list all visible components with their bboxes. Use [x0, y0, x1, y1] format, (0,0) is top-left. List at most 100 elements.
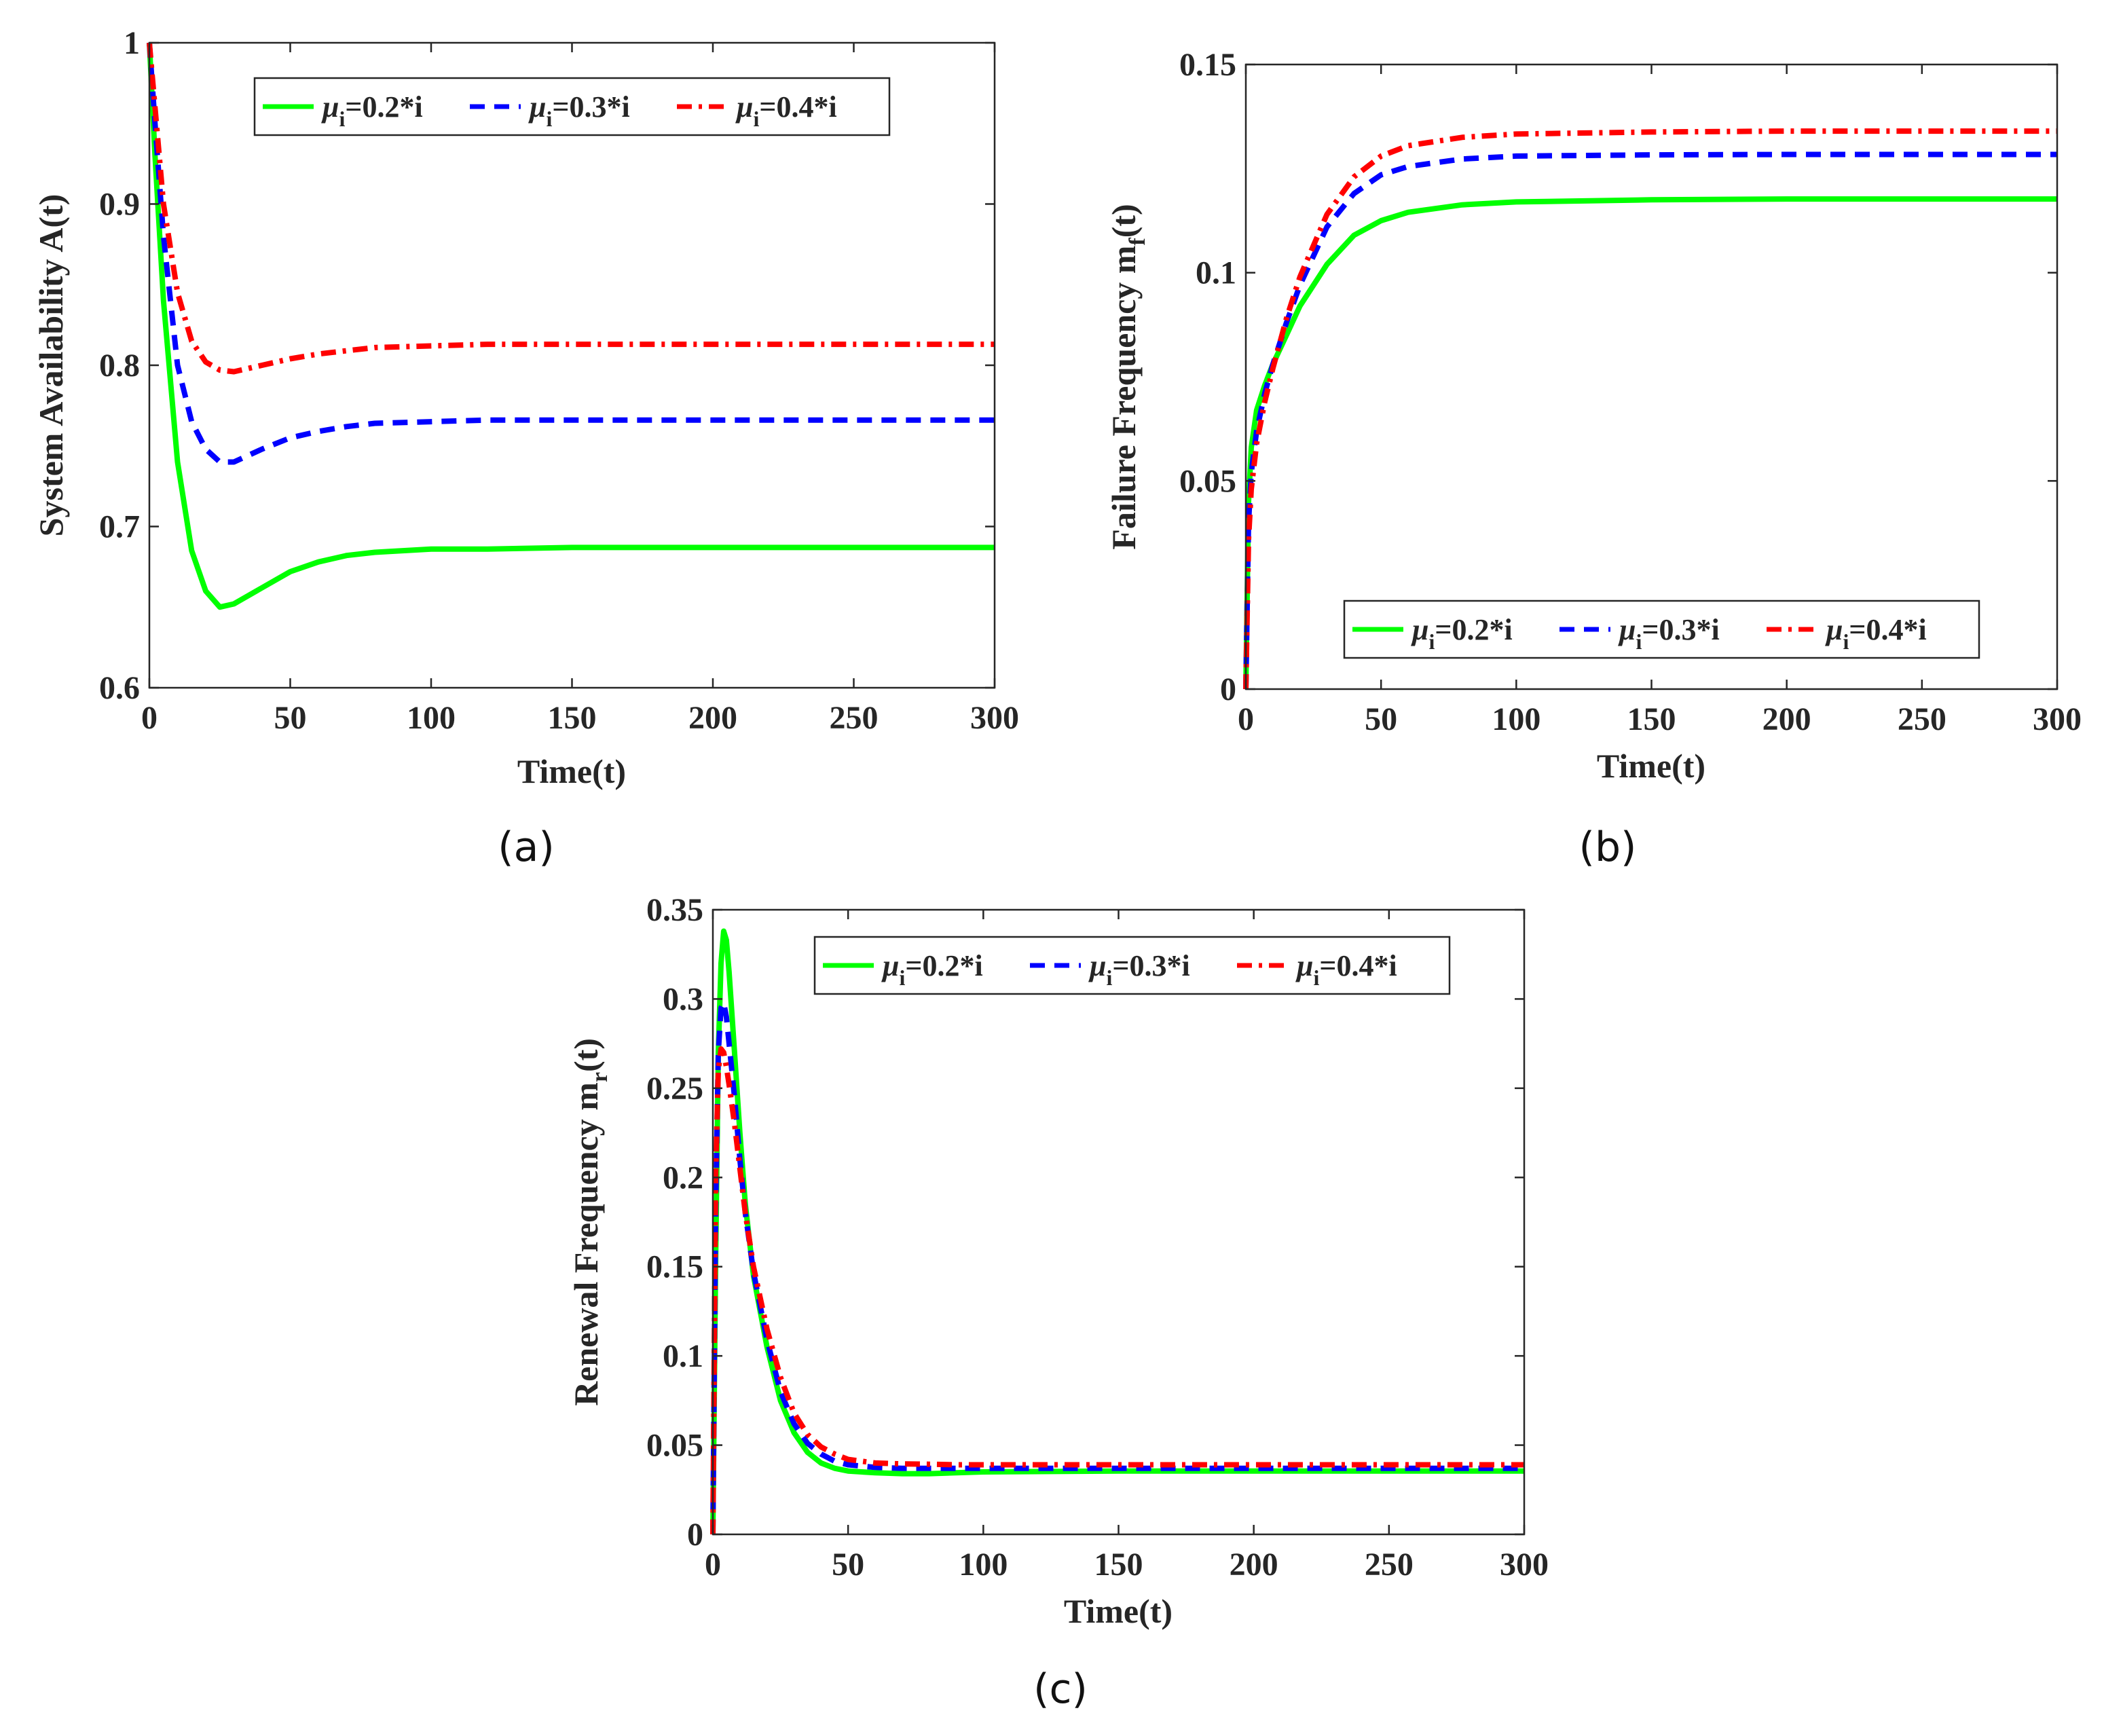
legend-label-2: μi=0.3*i [528, 90, 630, 131]
x-tick-label: 150 [1627, 701, 1676, 737]
panel-b: 0 50 100 150 200 250 300 00.050.10.15 Time(t) … [1105, 47, 2082, 785]
legend-symbol: μ [321, 90, 339, 124]
series-line-1 [710, 928, 1524, 1535]
y-tick-label: 1 [124, 25, 140, 61]
plot-area [149, 43, 995, 688]
legend-symbol: μ [528, 90, 546, 124]
x-tick-label: 50 [832, 1547, 864, 1583]
panel-c: 0 50 100 150 200 250 300 0 0.05 0.1 0.15 0.2 0.25 0.… [567, 892, 1549, 1630]
legend-symbol: μ [1088, 949, 1106, 982]
x-tick-label: 150 [1094, 1547, 1143, 1583]
y-axis-label-main: Renewal Frequency m [567, 1082, 605, 1406]
x-tick-label: 50 [274, 700, 307, 736]
y-axis-label-tail: (t) [1105, 204, 1143, 238]
y-axis-label-main: Failure Frequency m [1105, 246, 1143, 550]
legend-value: =0.3*i [1112, 949, 1189, 982]
legend-symbol: μ [735, 90, 753, 124]
legend-symbol: μ [881, 949, 899, 982]
y-tick-label: 0.25 [646, 1071, 703, 1107]
x-tick-label: 50 [1365, 701, 1397, 737]
legend: μi=0.2*i μi=0.3*i μi=0.4*i [813, 936, 1451, 995]
legend-value: =0.4*i [759, 90, 836, 124]
series-line-1 [1243, 196, 2057, 690]
x-tick-label: 300 [970, 700, 1019, 736]
legend-subscript: i [899, 965, 905, 990]
y-tick-label: 0.9 [99, 187, 140, 223]
series-line-1 [147, 42, 995, 610]
y-tick-label: 0.8 [99, 348, 140, 384]
legend-subscript: i [1843, 629, 1849, 654]
y-ticks: 0.6 0.7 0.8 0.9 1 [99, 25, 995, 706]
legend-box [253, 77, 891, 136]
plot-area [713, 910, 1524, 1534]
legend-symbol: μ [1618, 613, 1636, 646]
x-axis-label: Time(t) [517, 752, 626, 790]
series-line-2 [710, 999, 1524, 1535]
legend-value: =0.4*i [1319, 949, 1397, 982]
x-ticks: 0 50 100 150 200 250 300 [705, 910, 1549, 1583]
legend-label-3: μi=0.4*i [1295, 949, 1397, 990]
legend-value: =0.4*i [1849, 613, 1926, 646]
y-tick-label: 0 [1220, 671, 1236, 707]
legend-label-3: μi=0.4*i [1825, 613, 1927, 654]
legend-symbol: μ [1825, 613, 1843, 646]
x-ticks: 0 50 100 150 200 250 300 [1238, 64, 2082, 737]
panel-b-label: (b) [1579, 824, 1637, 871]
legend-symbol: μ [1295, 949, 1313, 982]
legend-value: =0.2*i [905, 949, 982, 982]
legend-value: =0.3*i [552, 90, 629, 124]
legend-label-1: μi=0.2*i [1411, 613, 1513, 654]
legend-label-3: μi=0.4*i [735, 90, 837, 131]
series-line-2 [1243, 151, 2057, 690]
y-tick-label: 0.6 [99, 670, 140, 706]
series-line-3 [710, 1046, 1524, 1535]
legend-value: =0.2*i [1435, 613, 1512, 646]
panel-c-label: (c) [1033, 1665, 1088, 1713]
legend-box [813, 936, 1451, 995]
y-axis-label: Failure Frequency mf(t) [1105, 204, 1150, 549]
x-tick-label: 200 [1762, 701, 1811, 737]
y-axis-label-subscript: f [1125, 238, 1150, 246]
y-axis-label: Renewal Frequency mr(t) [567, 1038, 612, 1406]
x-tick-label: 300 [1500, 1547, 1549, 1583]
legend: μi=0.2*i μi=0.3*i μi=0.4*i [253, 77, 891, 136]
x-axis-label: Time(t) [1597, 747, 1705, 785]
x-tick-label: 100 [407, 700, 456, 736]
x-tick-label: 100 [1492, 701, 1540, 737]
y-tick-label: 0.05 [646, 1428, 703, 1464]
x-tick-label: 0 [141, 700, 158, 736]
x-tick-label: 100 [959, 1547, 1008, 1583]
y-tick-label: 0 [687, 1517, 703, 1553]
y-tick-label: 0.35 [646, 892, 703, 928]
series-line-3 [1243, 128, 2057, 690]
x-tick-label: 150 [548, 700, 597, 736]
y-tick-label: 0.15 [1179, 47, 1236, 83]
x-tick-label: 0 [705, 1547, 721, 1583]
x-tick-label: 250 [1898, 701, 1946, 737]
legend-symbol: μ [1411, 613, 1428, 646]
legend-value: =0.2*i [345, 90, 422, 124]
legend-label-2: μi=0.3*i [1088, 949, 1190, 990]
legend: μi=0.2*i μi=0.3*i μi=0.4*i [1343, 599, 1980, 659]
y-tick-label: 0.05 [1179, 463, 1236, 499]
y-tick-label: 0.15 [646, 1249, 703, 1285]
y-tick-label: 0.3 [663, 981, 703, 1017]
panel-a: 0 50 100 150 200 250 300 0.6 0.7 0.8 0.9 1 Time(t)… [32, 25, 1019, 790]
series-line-3 [147, 42, 995, 375]
x-tick-label: 250 [830, 700, 879, 736]
legend-subscript: i [753, 107, 759, 131]
series-layer [710, 928, 1524, 1535]
legend-subscript: i [339, 107, 345, 131]
legend-subscript: i [1106, 965, 1112, 990]
x-tick-label: 0 [1238, 701, 1254, 737]
legend-subscript: i [1313, 965, 1319, 990]
y-ticks: 0 0.05 0.1 0.15 [1179, 47, 2057, 707]
x-axis-label: Time(t) [1064, 1592, 1173, 1630]
y-tick-label: 0.7 [99, 509, 140, 545]
legend-subscript: i [546, 107, 552, 131]
y-ticks: 0 0.05 0.1 0.15 0.2 0.25 0.3 0.35 [646, 892, 1524, 1553]
x-tick-label: 300 [2033, 701, 2082, 737]
series-layer [147, 42, 995, 610]
legend-label-2: μi=0.3*i [1618, 613, 1720, 654]
